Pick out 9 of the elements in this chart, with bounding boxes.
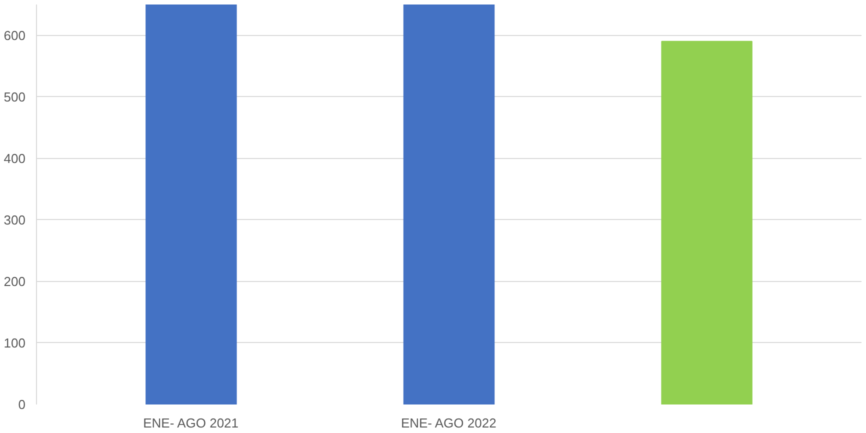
x-tick-label: ENE- AGO 2022 <box>400 416 496 430</box>
y-tick-label: 600 <box>4 28 26 43</box>
x-tick-label: ENE- AGO 2021 <box>143 416 239 430</box>
y-tick-label: 400 <box>4 150 26 166</box>
y-tick-label: 0 <box>18 397 26 412</box>
y-tick-label: 200 <box>4 274 26 289</box>
y-tick-label: 100 <box>4 335 26 350</box>
y-tick-label: 300 <box>4 212 26 228</box>
y-tick-label: 500 <box>4 89 26 104</box>
